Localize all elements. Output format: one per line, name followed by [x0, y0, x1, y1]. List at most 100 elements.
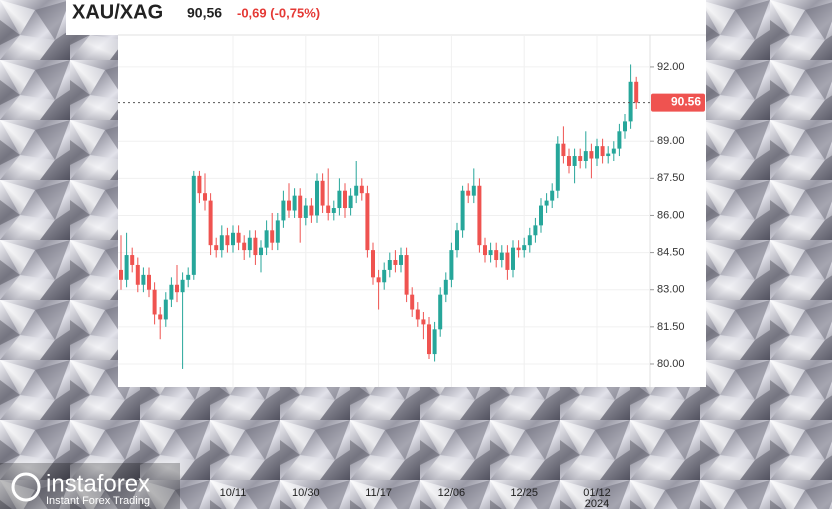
candle-body — [320, 180, 325, 206]
candle-body — [567, 156, 571, 166]
x-tick-label: 12/25 — [510, 487, 538, 499]
candle-body — [303, 205, 308, 218]
x-tick-label: 12/06 — [438, 487, 466, 499]
y-tick-label: 80.00 — [657, 358, 685, 370]
candle-body — [231, 232, 235, 246]
change: -0,69 (-0,75%) — [237, 5, 320, 20]
watermark-backdrop — [0, 463, 180, 509]
candle-body — [494, 250, 499, 261]
candle-body — [359, 185, 364, 194]
candle-body — [527, 235, 532, 246]
candle-body — [505, 252, 510, 270]
candle-body — [253, 237, 258, 256]
candle-body — [130, 255, 135, 265]
candle-body — [152, 289, 157, 315]
y-tick-label: 83.00 — [657, 284, 685, 296]
y-tick-label: 92.00 — [657, 61, 685, 73]
y-tick-label: 84.50 — [657, 246, 685, 258]
candle-body — [399, 255, 403, 265]
candle-body — [382, 269, 387, 283]
x-tick-label: 01/12 — [583, 487, 611, 499]
candle-body — [539, 205, 543, 226]
candle-body — [544, 200, 549, 206]
candle-body — [225, 235, 230, 246]
x-year-label: 2024 — [585, 498, 609, 509]
candle-body — [511, 247, 515, 270]
last-price-label: 90.56 — [671, 95, 701, 109]
candle-body — [337, 190, 342, 209]
candle-body — [488, 250, 493, 256]
candle-body — [264, 230, 269, 248]
candle-body — [499, 252, 504, 261]
candle-body — [214, 245, 219, 251]
candle-body — [119, 269, 123, 280]
candle-body — [270, 230, 275, 243]
candle-body — [471, 185, 476, 196]
candle-body — [410, 294, 415, 310]
candle-body — [611, 148, 616, 154]
price: 90,56 — [187, 5, 222, 21]
candle-body — [141, 274, 146, 285]
watermark: instaforex — [46, 470, 150, 497]
candle-body — [169, 284, 174, 300]
watermark-tagline: Instant Forex Trading — [46, 495, 150, 507]
candle-body — [147, 274, 151, 290]
watermark-logo — [11, 472, 41, 502]
candle-body — [331, 208, 336, 213]
candle-body — [578, 156, 583, 161]
candle-body — [163, 299, 168, 320]
candle-body — [348, 195, 353, 209]
candle-body — [191, 175, 196, 275]
y-tick-label: 87.50 — [657, 172, 685, 184]
candle-body — [158, 314, 163, 320]
x-tick-label: 10/30 — [292, 487, 320, 499]
candle-body — [219, 235, 224, 251]
y-tick-label: 89.00 — [657, 135, 685, 147]
candle-body — [583, 151, 588, 161]
candle-body — [628, 81, 633, 122]
candle-body — [561, 143, 566, 157]
candle-body — [533, 225, 538, 236]
candle-body — [247, 237, 252, 251]
candle-body — [175, 284, 179, 293]
symbol: XAU/XAG — [72, 1, 163, 23]
candle-body — [387, 260, 392, 270]
candle-body — [365, 193, 370, 251]
candle-body — [460, 190, 465, 231]
candle-body — [371, 250, 375, 278]
candle-body — [555, 143, 560, 191]
candle-body — [326, 205, 331, 213]
plot-panel — [118, 35, 706, 387]
x-tick-label: 11/17 — [365, 487, 392, 499]
candle-body — [180, 279, 185, 293]
candle-body — [421, 319, 426, 325]
candle-body — [443, 279, 448, 295]
last-price-tag — [651, 93, 705, 112]
candle-body — [438, 294, 443, 330]
candle-body — [455, 230, 459, 251]
candle-body — [236, 232, 241, 243]
candle-body — [589, 151, 594, 159]
candle-body — [449, 250, 454, 280]
candle-body — [617, 131, 622, 149]
candle-body — [287, 200, 291, 211]
candle-body — [522, 245, 527, 251]
candle-body — [427, 324, 431, 355]
candle-body — [623, 121, 627, 132]
candle-body — [606, 153, 611, 157]
candle-body — [477, 185, 482, 246]
candle-body — [281, 200, 286, 221]
y-tick-label: 81.50 — [657, 321, 685, 333]
candle-body — [393, 260, 398, 265]
candle-body — [135, 264, 140, 285]
candle-body — [376, 277, 381, 283]
candle-body — [595, 146, 599, 159]
candle-body — [242, 242, 247, 251]
candle-body — [432, 329, 437, 355]
x-tick-label: 10/11 — [220, 487, 247, 499]
candle-body — [124, 255, 129, 280]
candle-body — [309, 205, 314, 216]
candle-body — [186, 274, 191, 280]
candle-body — [404, 255, 409, 295]
